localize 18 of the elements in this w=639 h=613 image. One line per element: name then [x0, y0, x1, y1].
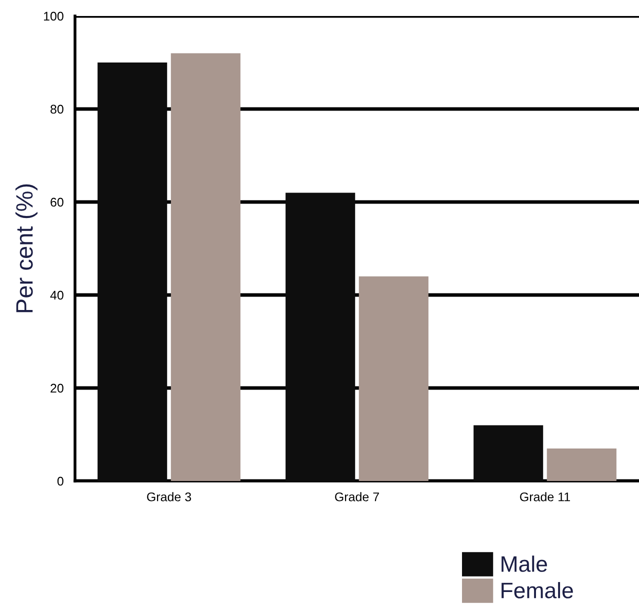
bar	[546, 448, 616, 481]
y-tick-label: 100	[44, 12, 64, 21]
y-axis-title: Per cent (%)	[15, 184, 38, 312]
y-tick-label: 0	[57, 476, 64, 486]
bar	[474, 425, 544, 481]
legend-label: Female	[502, 582, 573, 598]
y-tick-label: 40	[50, 290, 64, 300]
bar	[358, 276, 428, 481]
bar	[170, 53, 240, 481]
y-tick-label: 80	[50, 104, 64, 114]
x-tick-label: Grade 11	[520, 492, 570, 502]
y-tick-label: 20	[50, 384, 64, 393]
x-tick-label: Grade 7	[335, 492, 379, 502]
y-tick-label: 60	[50, 198, 64, 207]
bar	[286, 192, 356, 481]
x-tick-label: Grade 3	[147, 492, 192, 502]
legend-label: Male	[502, 556, 547, 572]
bar	[98, 62, 168, 481]
